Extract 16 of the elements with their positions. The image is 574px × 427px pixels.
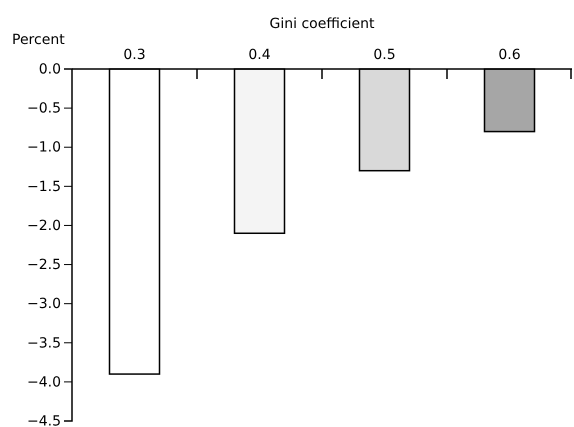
x-tick-label: 0.6 — [498, 47, 521, 63]
x-tick-label: 0.5 — [373, 47, 396, 63]
y-tick-label: 0.0 — [38, 61, 61, 78]
y-tick-label: −2.0 — [27, 218, 61, 234]
x-axis-title: Gini coefficient — [270, 16, 375, 32]
y-tick-label: −1.0 — [27, 140, 61, 156]
y-tick-label: −0.5 — [27, 100, 61, 117]
y-tick-label: −1.5 — [27, 178, 61, 195]
y-tick-label: −4.0 — [27, 374, 61, 390]
y-tick-label: −4.5 — [27, 413, 61, 427]
y-tick-label: −3.0 — [27, 296, 61, 312]
y-tick-label: −3.5 — [27, 335, 61, 352]
x-tick-label: 0.4 — [248, 47, 271, 63]
y-axis-title: Percent — [12, 32, 66, 48]
x-tick-label: 0.3 — [123, 47, 146, 63]
y-tick-label: −2.5 — [27, 257, 61, 274]
